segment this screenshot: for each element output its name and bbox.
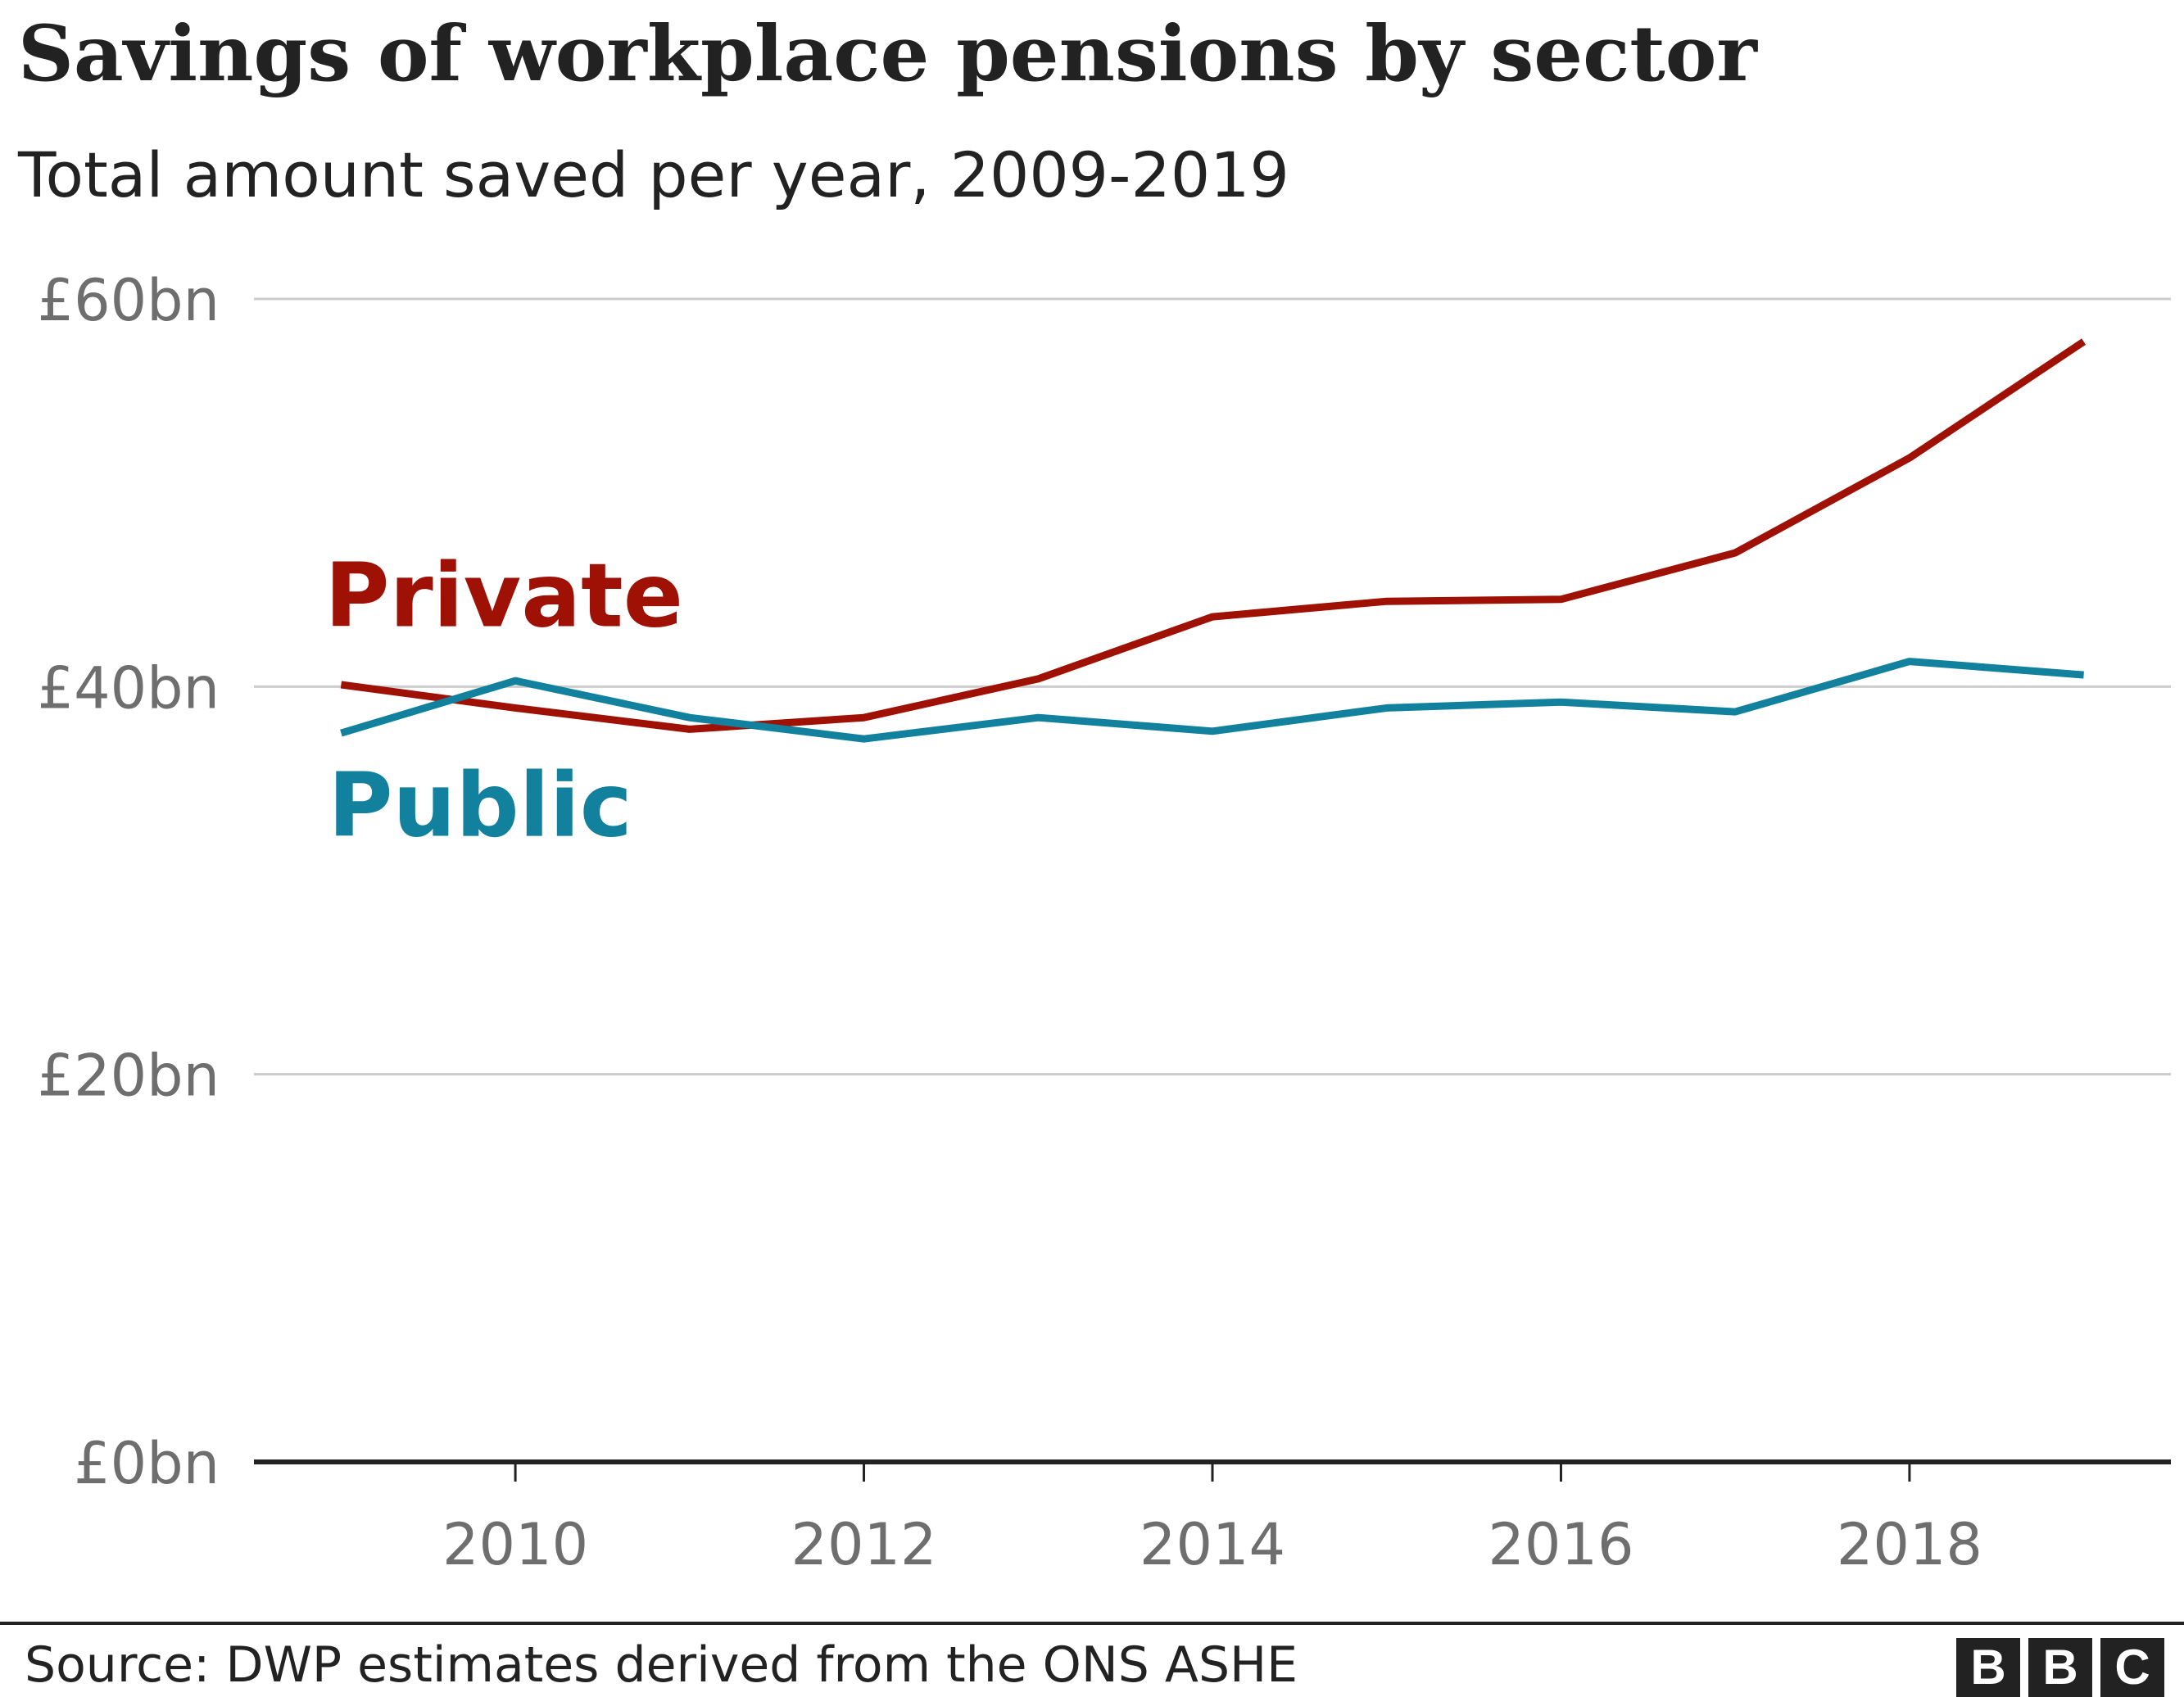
x-tick-label: 2016: [1488, 1511, 1633, 1578]
chart-subtitle: Total amount saved per year, 2009-2019: [18, 138, 1289, 211]
series-line-public: [340, 658, 2084, 743]
gridlines: [254, 297, 2171, 1076]
source-note: Source: DWP estimates derived from the O…: [25, 1636, 1298, 1694]
x-tick-label: 2010: [442, 1511, 588, 1578]
footer-divider: [0, 1622, 2184, 1625]
y-tick-label: £20bn: [38, 1043, 220, 1110]
series-label-private: Private: [324, 545, 683, 648]
x-tick-label: 2012: [791, 1511, 936, 1578]
y-tick-label: £0bn: [74, 1430, 220, 1497]
series-line-private: [340, 338, 2087, 733]
bbc-logo: B B C: [1956, 1638, 2164, 1697]
axes: £0bn £20bn £40bn £60bn 2010 2012 2014 2016 2018: [38, 267, 2171, 1578]
series-label-public: Public: [328, 754, 632, 857]
series-lines: [340, 338, 2087, 743]
y-tick-label: £40bn: [38, 654, 220, 722]
logo-letter: B: [2028, 1638, 2092, 1697]
logo-letter: B: [1956, 1638, 2020, 1697]
y-tick-label: £60bn: [38, 267, 220, 334]
series-labels: Private Public: [324, 545, 683, 858]
x-tick-label: 2018: [1837, 1511, 1982, 1578]
chart-title: Savings of workplace pensions by sector: [18, 9, 1757, 99]
logo-letter: C: [2100, 1638, 2164, 1697]
x-tick-label: 2014: [1140, 1511, 1285, 1578]
